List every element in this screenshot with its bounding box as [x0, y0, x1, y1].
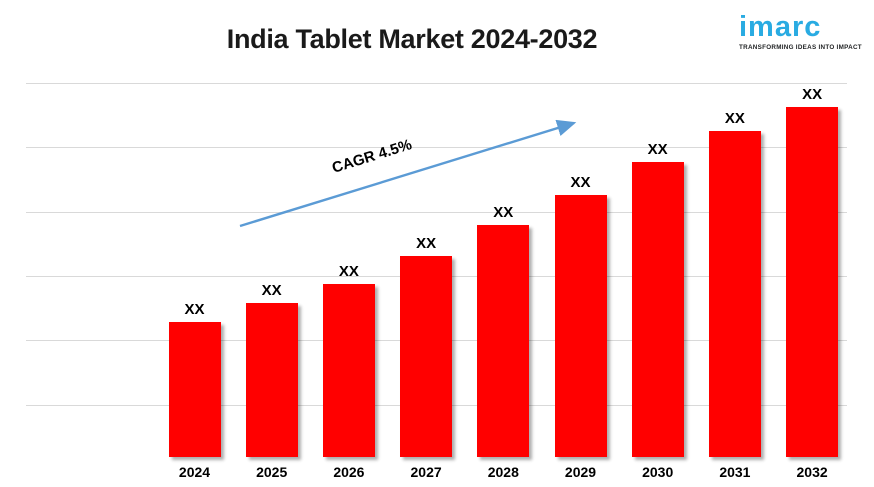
cagr-annotation: CAGR 4.5%	[330, 136, 414, 177]
bar-value-label: XX	[338, 263, 359, 281]
x-tick-2032: 2032	[796, 464, 828, 480]
bar-value-label: XX	[493, 204, 514, 222]
bar-2026	[322, 284, 375, 457]
chart-title: India Tablet Market 2024-2032	[226, 24, 598, 54]
bar-group-2027: XX 2027	[400, 235, 453, 480]
bar-2027	[400, 256, 453, 457]
bar-2030	[631, 161, 684, 457]
x-tick-2026: 2026	[333, 464, 365, 480]
bar-group-2024: XX 2024	[168, 301, 221, 480]
x-tick-2027: 2027	[410, 464, 442, 480]
bar-group-2030: XX 2030	[631, 140, 684, 480]
x-tick-2030: 2030	[642, 464, 674, 480]
bar-2028	[477, 225, 530, 457]
bar-value-label: XX	[416, 235, 437, 253]
bar-value-label: XX	[261, 282, 282, 300]
bar-2032	[786, 107, 839, 457]
bar-2025	[245, 303, 298, 457]
bar-value-label: XX	[647, 140, 668, 158]
bar-group-2026: XX 2026	[322, 263, 375, 480]
x-tick-2031: 2031	[719, 464, 751, 480]
bar-value-label: XX	[724, 110, 745, 128]
bar-2029	[554, 194, 607, 457]
imarc-tagline: TRANSFORMING IDEAS INTO IMPACT	[739, 44, 862, 52]
imarc-logo: imarc TRANSFORMING IDEAS INTO IMPACT	[739, 11, 862, 52]
x-tick-2029: 2029	[564, 464, 597, 480]
bar-group-2031: XX 2031	[708, 110, 761, 480]
bar-2031	[708, 131, 761, 457]
bar-group-2025: XX 2025	[245, 282, 298, 480]
imarc-wordmark: imarc	[739, 11, 822, 43]
gridline	[26, 83, 847, 84]
x-tick-2024: 2024	[178, 464, 211, 480]
bar-value-label: XX	[570, 173, 591, 191]
bar-group-2032: XX 2032	[786, 86, 839, 480]
x-tick-2025: 2025	[256, 464, 288, 480]
x-tick-2028: 2028	[487, 464, 519, 480]
bar-value-label: XX	[802, 86, 823, 103]
bar-2024	[168, 322, 221, 457]
bar-group-2029: XX 2029	[554, 173, 607, 480]
bar-value-label: XX	[184, 301, 205, 319]
bar-group-2028: XX 2028	[477, 204, 530, 480]
